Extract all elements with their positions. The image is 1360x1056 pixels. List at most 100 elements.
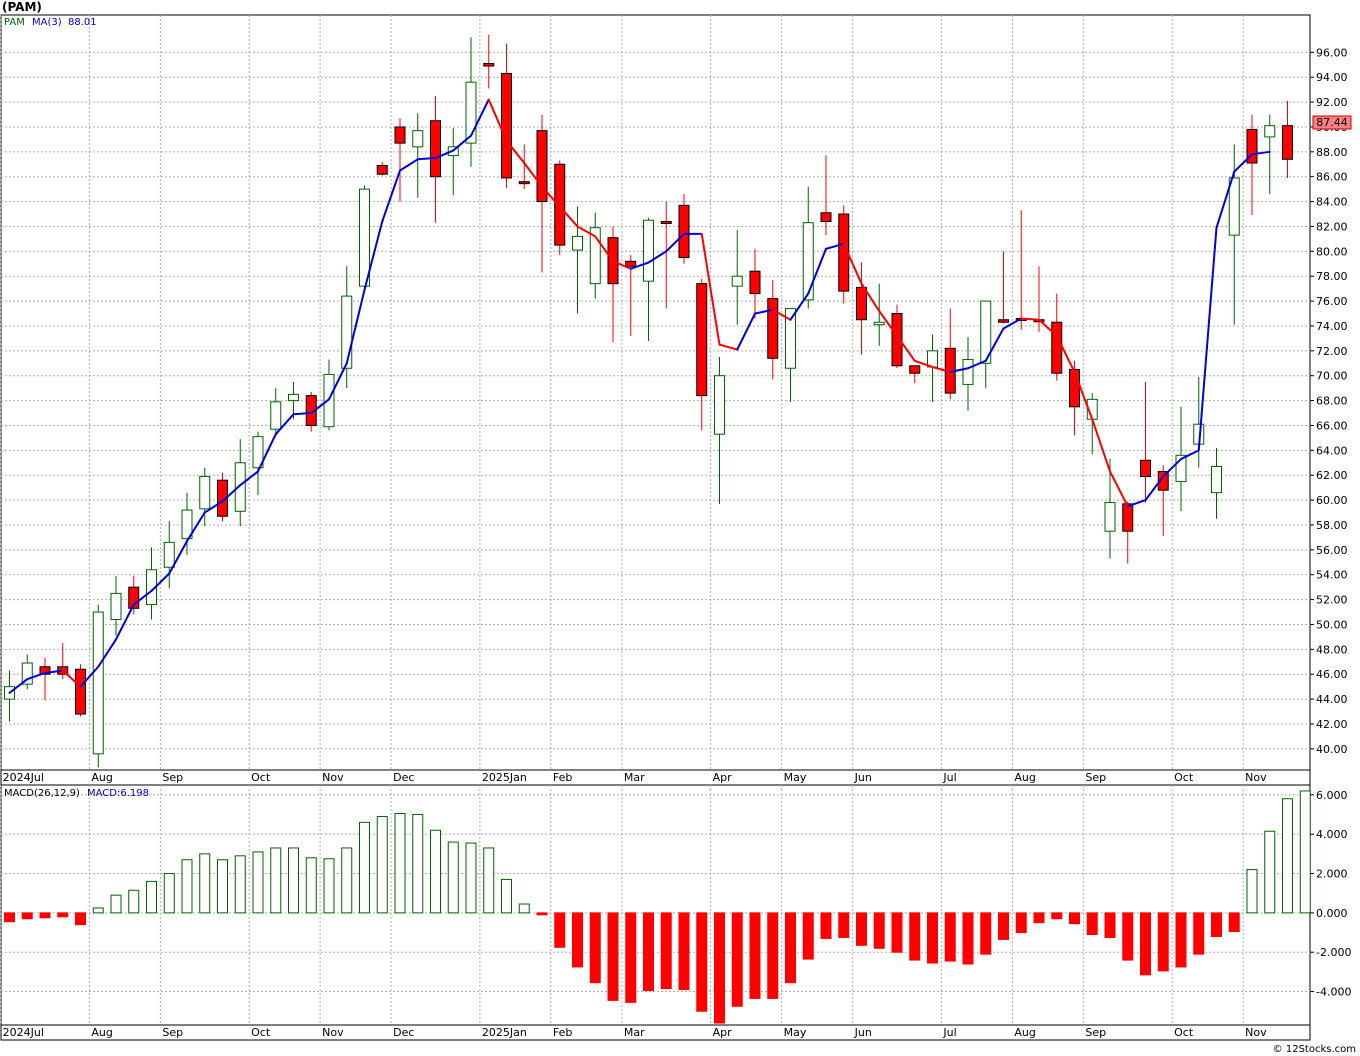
ma-segment [523,162,543,188]
ma-segment [221,484,242,503]
candle-body [625,260,637,267]
macd-bar [501,878,512,914]
macd-bar [199,853,211,914]
price-tick-label: 48.00 [1316,643,1348,656]
legend-ma-value: 88.01 [68,17,97,28]
macd-bar [252,851,264,914]
macd-bar [554,912,566,948]
macd-bar [856,912,867,946]
macd-tick-label: -4.000 [1316,986,1351,999]
ma-segment [878,310,898,337]
price-tick-label: 92.00 [1316,96,1348,109]
macd-bar [483,847,495,914]
macd-x-tick-label: Nov [1245,1026,1267,1039]
price-tick-label: 76.00 [1316,295,1348,308]
candle-body [501,72,512,179]
ma-segment [1073,370,1094,421]
candle-body [92,611,104,755]
ma-segment [416,157,437,161]
price-candles [4,34,1293,768]
candle-body [678,204,690,259]
macd-legend-label: MACD(26,12,9) [4,788,80,799]
macd-bar [1015,912,1027,934]
macd-x-tick-label: Jun [854,1026,872,1039]
macd-bar [1228,912,1240,933]
ma-segment [1055,334,1076,373]
macd-bar [359,821,370,914]
ma-segment [949,367,969,373]
ma-segment [789,292,810,321]
candle-body [856,286,867,321]
ma-segment [931,366,952,373]
candle-body [643,219,654,282]
ma-segment [452,134,472,152]
macd-panel-grid [0,785,1310,1025]
candle-body [128,586,140,609]
ma-segment [771,308,792,321]
candle-body [891,313,903,367]
macd-bar [92,907,104,914]
ma-segment [1215,170,1236,229]
ma-segment [44,669,64,674]
price-tick-label: 70.00 [1316,370,1348,383]
last-price-badge: 87.44 [1312,115,1352,130]
candle-body [412,130,424,148]
candle-body [909,365,921,374]
candle-body [1264,125,1276,138]
macd-x-tick-label: Nov [322,1026,344,1039]
macd-x-tick-label: Sep [162,1026,183,1039]
price-x-axis-strip [0,769,1311,786]
price-x-tick-label: Jun [854,771,872,784]
candle-body [980,300,992,364]
ma-segment [754,308,774,315]
candle-body [1069,368,1080,408]
candle-body [1211,466,1222,494]
macd-legend-value: MACD:6.198 [87,788,149,799]
ma-segment [558,205,579,228]
price-x-tick-label: Dec [393,771,414,784]
macd-x-tick-label: Oct [1174,1026,1194,1039]
price-panel-frame [0,14,1311,773]
chart-title: (PAM) [2,0,42,14]
macd-y-axis: -4.000 -2.000 0.000 2.000 4.000 6.000 [1310,789,1351,999]
macd-bar [980,912,992,955]
candle-body [110,592,122,620]
macd-bar [163,873,175,914]
ma-segment [1251,150,1271,156]
candle-body [802,222,814,301]
candle-body [1228,177,1240,236]
price-tick-label: 78.00 [1316,270,1348,283]
macd-bar [1086,912,1098,936]
price-x-tick-label: 2024Jul [3,771,44,784]
macd-bar [785,912,796,984]
macd-bar [589,912,601,984]
candle-body [1104,502,1116,532]
macd-bar [1140,912,1151,976]
candle-body [305,395,317,426]
price-tick-label: 74.00 [1316,320,1348,333]
ma-segment [470,98,490,137]
ma-segment [807,247,827,295]
price-x-tick-label: Apr [713,771,733,784]
macd-x-tick-label: Mar [624,1026,645,1039]
ma-segment [1162,458,1182,478]
watermark: © 12Stocks.com [1273,1044,1356,1055]
macd-bar [1193,912,1205,955]
price-tick-label: 82.00 [1316,220,1348,233]
candle-body [288,393,299,402]
macd-bar [128,889,140,914]
price-x-tick-label: May [784,771,807,784]
macd-bar [305,857,317,914]
macd-bar [270,847,282,914]
candle-body [589,227,601,285]
candle-body [163,541,175,568]
macd-bar [572,912,583,968]
legend-symbol: PAM [4,17,25,28]
candle-body [465,81,477,144]
macd-bar [891,912,903,953]
candle-body [731,275,743,287]
macd-bar [909,912,921,961]
ma-segment [434,149,455,160]
candle-body [749,270,761,295]
macd-tick-label: 2.000 [1316,868,1348,881]
